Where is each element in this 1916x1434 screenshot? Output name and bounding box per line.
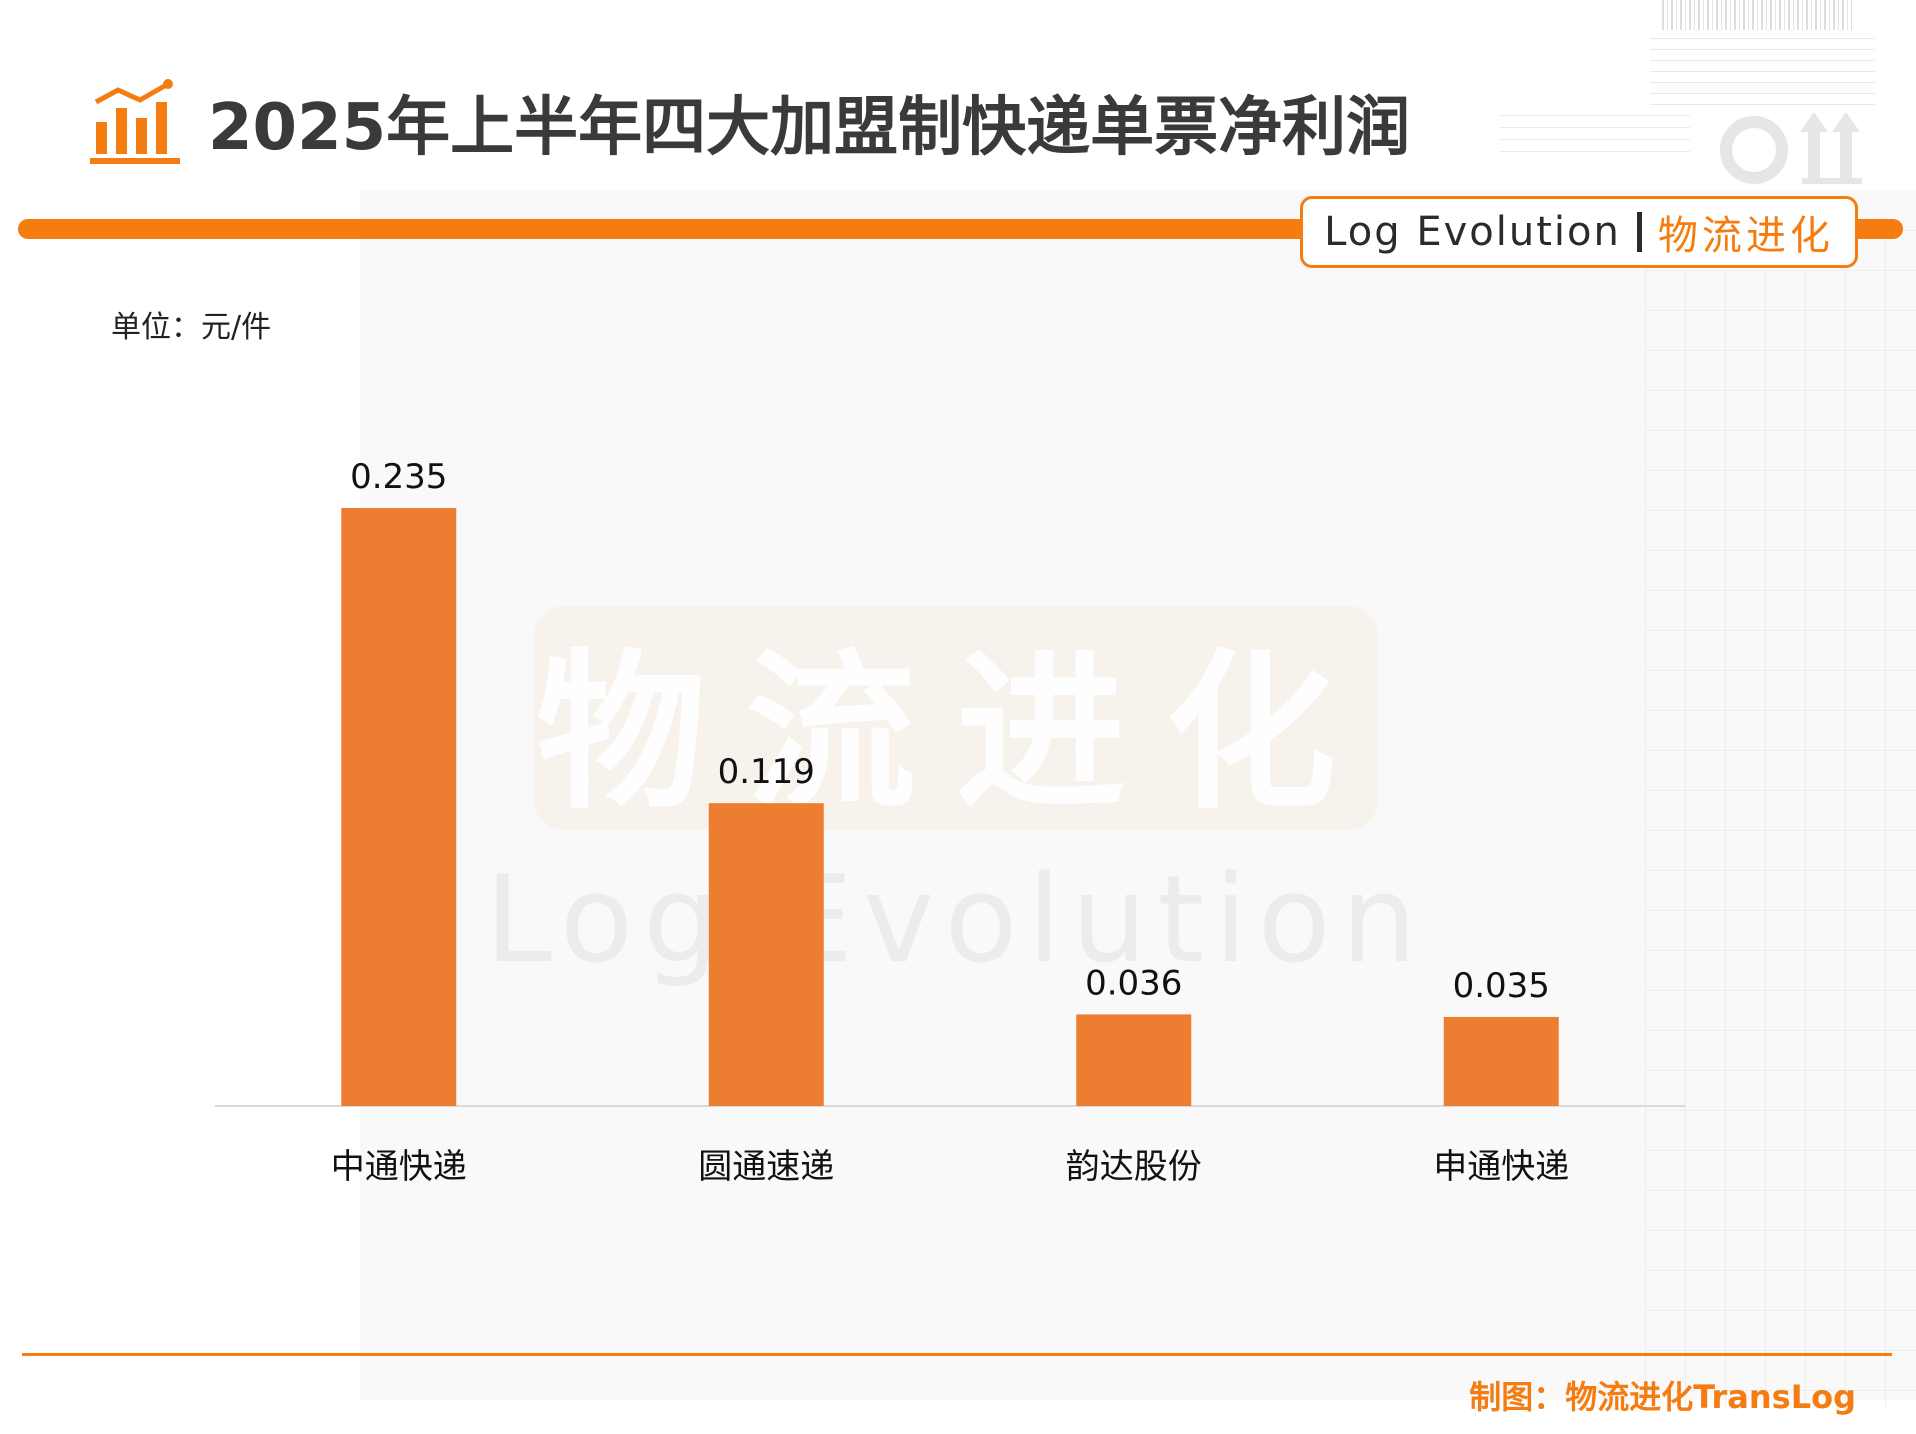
unit-label: 单位：元/件: [111, 310, 272, 345]
page-title: 2025年上半年四大加盟制快递单票净利润: [208, 91, 1411, 165]
shipping-label-decoration-secondary: [1500, 115, 1690, 163]
watermark-en: Log Evolution: [485, 850, 1427, 990]
bar: [341, 508, 457, 1106]
bar: [708, 803, 824, 1106]
bar: [1076, 1014, 1192, 1106]
brand-badge: Log Evolution 物流进化: [1300, 196, 1858, 268]
grid-decoration: [1645, 230, 1916, 1410]
shipping-label-decoration: [1650, 38, 1875, 108]
bar-value-label: 0.119: [718, 752, 815, 792]
bar-chart-trend-icon: [90, 79, 180, 164]
category-tick-label: 申通快递: [1433, 1147, 1569, 1187]
category-tick-label: 圆通速递: [698, 1147, 834, 1187]
watermark-cn: 物流进化: [534, 606, 1378, 833]
recycle-and-arrows-icon: [1720, 112, 1862, 184]
bar-value-label: 0.235: [350, 457, 447, 497]
footer-credit: 制图：物流进化TransLog: [1469, 1378, 1856, 1416]
brand-name-en: Log Evolution: [1324, 209, 1621, 255]
category-tick-label: 韵达股份: [1066, 1147, 1202, 1187]
brand-name-cn: 物流进化: [1657, 213, 1834, 259]
bar: [1443, 1016, 1559, 1106]
bar-value-label: 0.035: [1453, 966, 1550, 1006]
barcode-decoration: [1662, 0, 1852, 30]
footer-divider: [22, 1353, 1892, 1356]
brand-separator: [1636, 212, 1642, 252]
category-tick-label: 中通快递: [331, 1147, 467, 1187]
bar-value-label: 0.036: [1085, 963, 1182, 1003]
